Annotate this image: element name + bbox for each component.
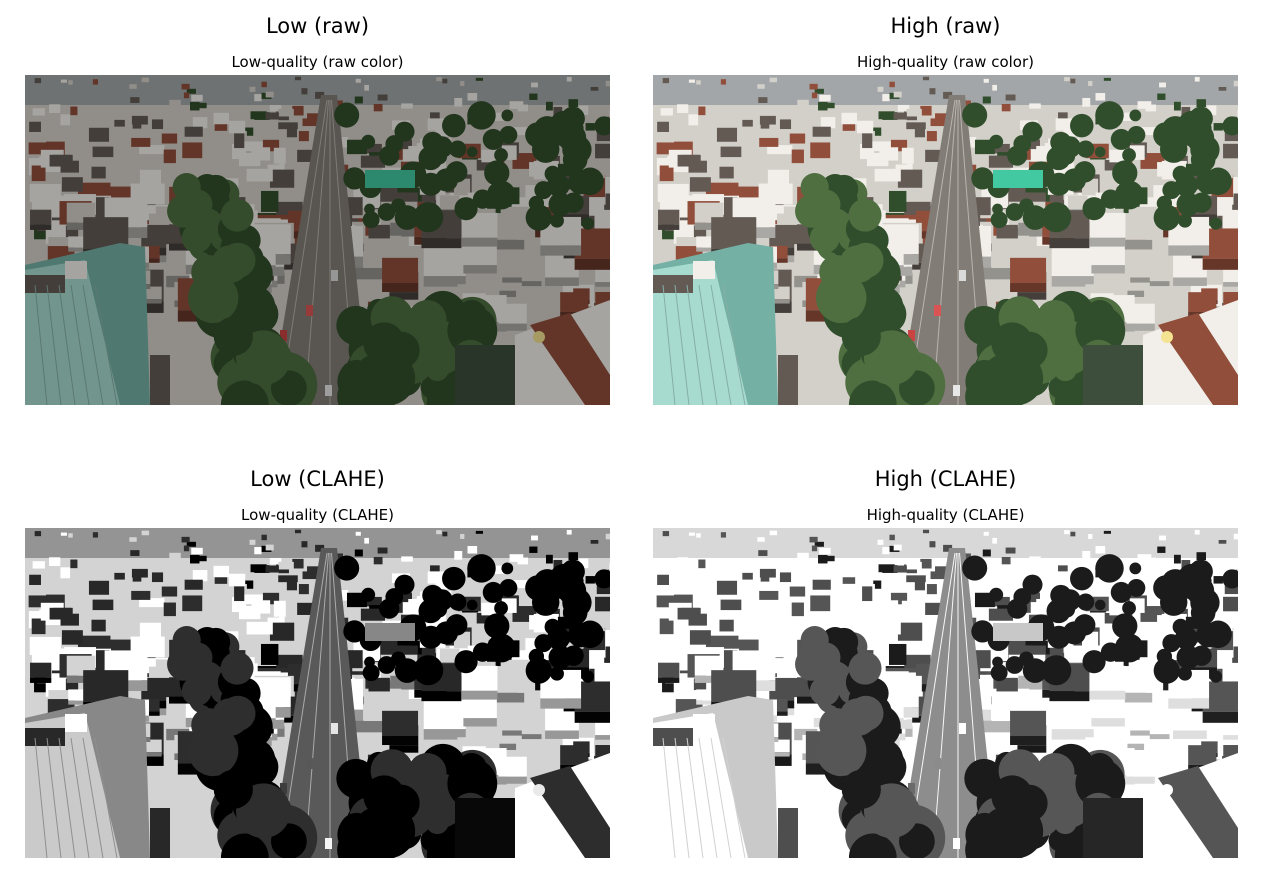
photo-canvas <box>653 75 1238 405</box>
aerial-city-photo <box>653 528 1238 858</box>
photo-canvas <box>653 528 1238 858</box>
panel-title: Low (CLAHE) <box>250 467 385 491</box>
aerial-city-photo <box>25 528 610 858</box>
photo-canvas <box>25 528 610 858</box>
photo-canvas <box>25 75 610 405</box>
aerial-city-photo <box>25 75 610 405</box>
panel-title: High (raw) <box>890 14 1001 38</box>
panel-subtitle: Low-quality (raw color) <box>231 53 404 71</box>
panel-subtitle: High-quality (raw color) <box>856 53 1034 71</box>
panel-title: High (CLAHE) <box>874 467 1017 491</box>
aerial-city-photo <box>653 75 1238 405</box>
panel-subtitle: High-quality (CLAHE) <box>866 506 1025 524</box>
panel-title: Low (raw) <box>265 14 370 38</box>
panel-subtitle: Low-quality (CLAHE) <box>241 506 394 524</box>
